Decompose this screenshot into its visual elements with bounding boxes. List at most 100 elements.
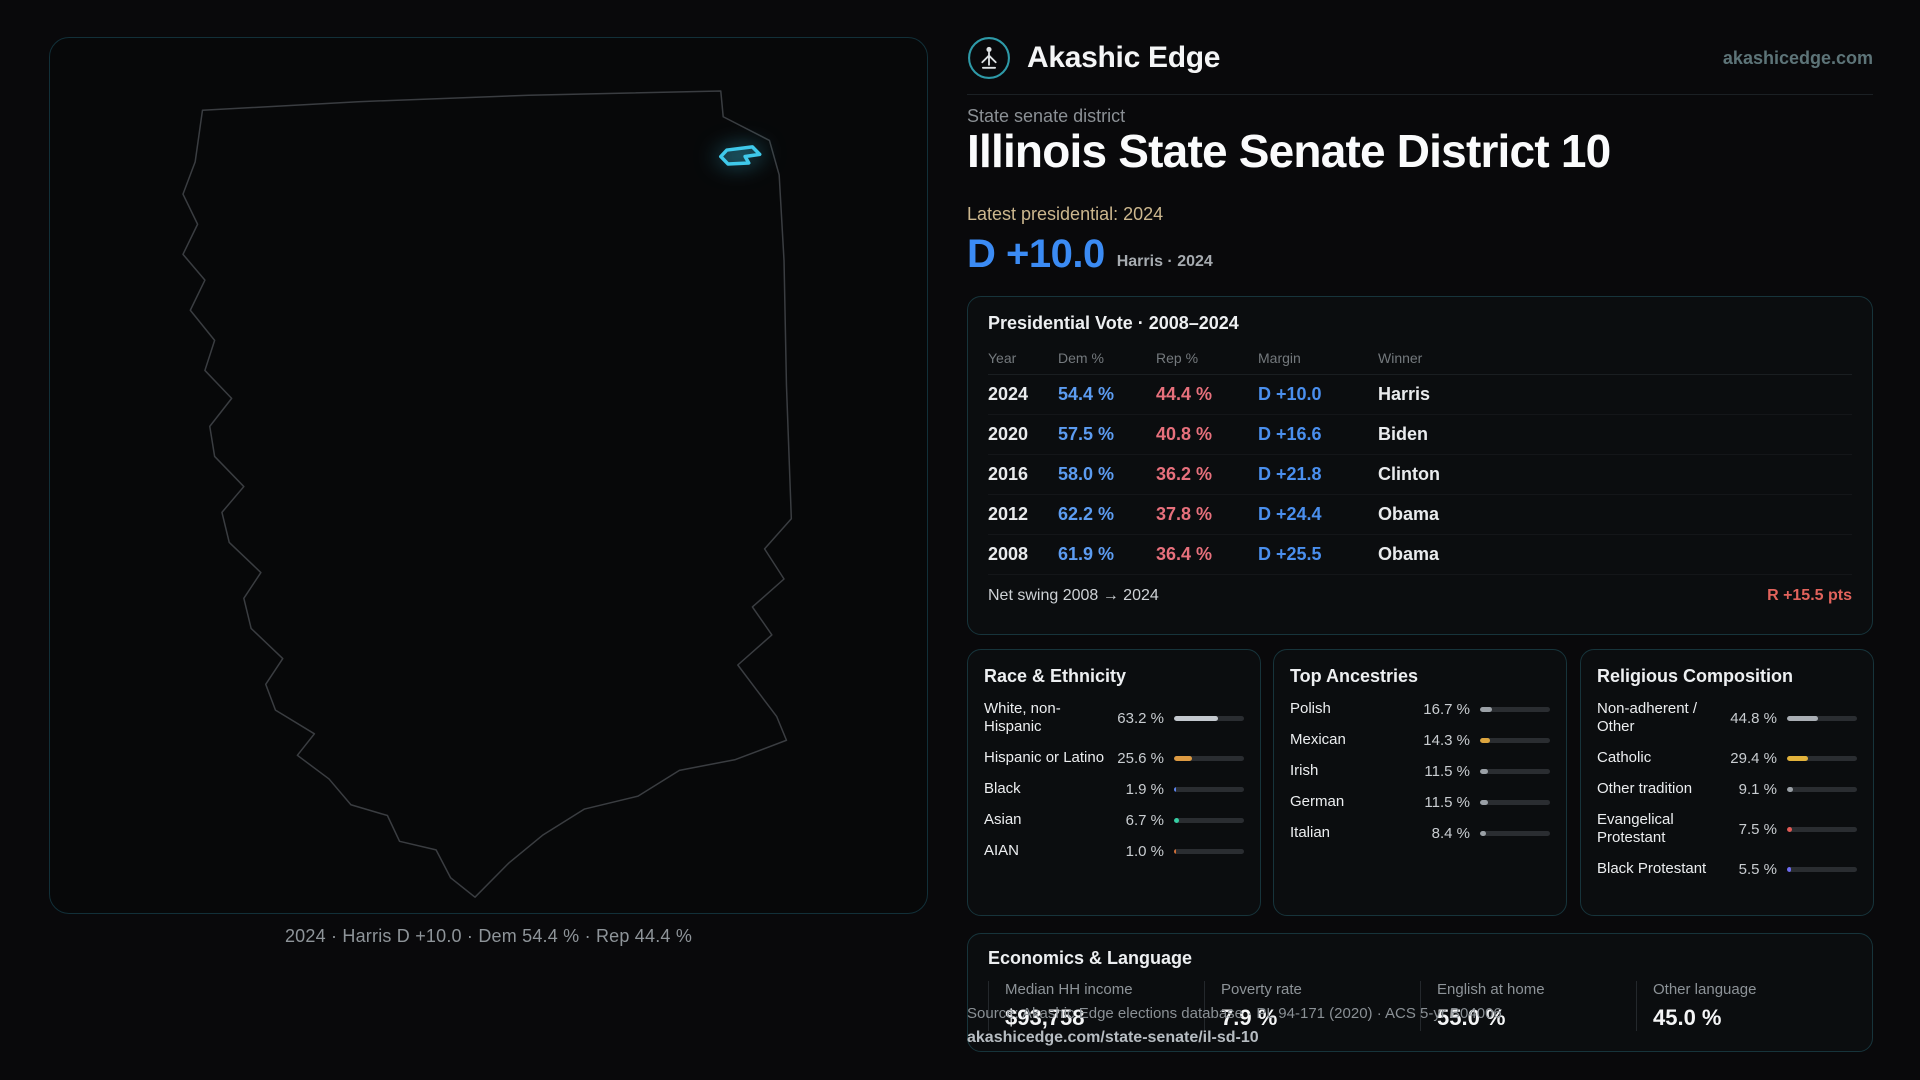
stat-label: Other language — [1653, 981, 1757, 998]
presidential-vote-card: Presidential Vote · 2008–2024 Year Dem %… — [967, 296, 1873, 635]
demo-label: Polish — [1290, 700, 1331, 717]
demo-value: 5.5 % — [1738, 860, 1777, 878]
demo-value: 9.1 % — [1738, 780, 1777, 798]
presidential-row: 2020 57.5 % 40.8 % D +16.6 Biden — [988, 415, 1852, 455]
winner-cell: Obama — [1378, 504, 1440, 524]
stat-english-at-home: English at home 55.0 % — [1420, 981, 1636, 1031]
demo-row: Italian 8.4 % — [1290, 824, 1550, 842]
demo-card-religious-composition: Religious Composition Non-adherent / Oth… — [1580, 649, 1874, 916]
demo-label: AIAN — [984, 842, 1020, 859]
presidential-table: Year Dem % Rep % Margin Winner 2024 54.4 … — [988, 344, 1852, 575]
demo-bar-fill — [1174, 755, 1192, 761]
akashic-edge-logo-icon — [968, 37, 1010, 79]
dem-cell: 61.9 % — [1058, 544, 1115, 564]
demo-row: Non-adherent / Other 44.8 % — [1597, 700, 1857, 736]
permalink[interactable]: akashicedge.com/state-senate/il-sd-10 — [967, 1029, 1259, 1046]
stat-label: English at home — [1437, 981, 1545, 998]
stat-other-language: Other language 45.0 % — [1636, 981, 1852, 1031]
presidential-table-header: Year Dem % Rep % Margin Winner — [988, 344, 1852, 375]
demo-value: 11.5 % — [1424, 762, 1470, 780]
demo-value: 63.2 % — [1117, 709, 1164, 727]
demo-card-title: Race & Ethnicity — [984, 666, 1127, 686]
demo-value: 8.4 % — [1431, 824, 1470, 842]
demo-value: 44.8 % — [1730, 709, 1777, 727]
demo-bar-fill — [1480, 830, 1486, 836]
brand-name: Akashic Edge — [1027, 41, 1221, 74]
economics-card-title: Economics & Language — [988, 948, 1193, 968]
demo-row: Black 1.9 % — [984, 780, 1244, 798]
demo-value: 11.5 % — [1424, 793, 1470, 811]
demo-value: 6.7 % — [1125, 811, 1164, 829]
stat-value: $93,758 — [1005, 1005, 1085, 1030]
margin-cell: D +25.5 — [1258, 544, 1322, 564]
demo-label: White, non-Hispanic — [984, 700, 1061, 735]
year-cell: 2012 — [988, 504, 1029, 524]
stat-value: 45.0 % — [1653, 1005, 1722, 1030]
demo-row: Evangelical Protestant 7.5 % — [1597, 811, 1857, 847]
district-10-shape[interactable] — [721, 147, 760, 164]
net-swing-value: R +15.5 pts — [1767, 587, 1852, 604]
demo-value: 29.4 % — [1730, 749, 1777, 767]
demo-bar — [1480, 768, 1550, 774]
demo-row: Hispanic or Latino 25.6 % — [984, 749, 1244, 767]
demo-bar — [1480, 706, 1550, 712]
demo-bar-fill — [1787, 826, 1793, 832]
demo-row: Asian 6.7 % — [984, 811, 1244, 829]
net-swing-label: Net swing 2008 → 2024 — [988, 587, 1159, 604]
dem-cell: 58.0 % — [1058, 464, 1115, 484]
winner-cell: Clinton — [1378, 464, 1440, 484]
margin-caption: Harris · 2024 — [1116, 253, 1213, 270]
col-margin: Margin — [1258, 350, 1301, 366]
header-divider — [967, 94, 1873, 95]
illinois-map — [110, 63, 840, 923]
margin-value: D +10.0 — [967, 232, 1105, 276]
demo-bar — [1480, 799, 1550, 805]
demo-bar — [1480, 737, 1550, 743]
demo-bar-fill — [1174, 715, 1219, 721]
demo-bar-fill — [1787, 715, 1819, 721]
demo-row: Catholic 29.4 % — [1597, 749, 1857, 767]
demo-card-race-ethnicity: Race & Ethnicity White, non-Hispanic 63.2… — [967, 649, 1261, 916]
margin-cell: D +21.8 — [1258, 464, 1322, 484]
margin-cell: D +16.6 — [1258, 424, 1322, 444]
demo-value: 25.6 % — [1117, 749, 1164, 767]
demo-bar-fill — [1787, 755, 1808, 761]
demo-value: 7.5 % — [1738, 820, 1777, 838]
demo-row: Polish 16.7 % — [1290, 700, 1550, 718]
col-rep: Rep % — [1156, 350, 1199, 366]
brand-domain-link[interactable]: akashicedge.com — [1722, 47, 1873, 68]
presidential-row: 2016 58.0 % 36.2 % D +21.8 Clinton — [988, 455, 1852, 495]
demo-row: Irish 11.5 % — [1290, 762, 1550, 780]
margin-cell: D +10.0 — [1258, 384, 1322, 404]
demo-bar — [1787, 786, 1857, 792]
rep-cell: 36.2 % — [1156, 464, 1213, 484]
demo-bar-fill — [1787, 786, 1794, 792]
demo-bar-fill — [1787, 866, 1791, 872]
presidential-row: 2024 54.4 % 44.4 % D +10.0 Harris — [988, 375, 1852, 415]
district-kicker: State senate district — [967, 106, 1126, 126]
map-panel — [49, 37, 928, 914]
rep-cell: 36.4 % — [1156, 544, 1213, 564]
demo-label: Asian — [984, 811, 1022, 828]
state-outline — [183, 91, 791, 897]
demo-label: Irish — [1290, 762, 1319, 779]
demo-bar — [1787, 715, 1857, 721]
demo-rows: Polish 16.7 % Mexican 14.3 % Irish 11.5 % Germ… — [1290, 700, 1550, 842]
demo-bar-fill — [1480, 768, 1489, 774]
stat-poverty-rate: Poverty rate 7.9 % — [1204, 981, 1420, 1031]
demo-bar-fill — [1480, 706, 1492, 712]
year-cell: 2016 — [988, 464, 1029, 484]
stat-median-hh-income: Median HH income $93,758 — [988, 981, 1204, 1031]
demo-label: Other tradition — [1597, 780, 1693, 797]
demo-label: Catholic — [1597, 749, 1652, 766]
demo-card-top-ancestries: Top Ancestries Polish 16.7 % Mexican 14.3 %… — [1273, 649, 1567, 916]
demo-bar — [1787, 826, 1857, 832]
demo-label: German — [1290, 793, 1345, 810]
dem-cell: 57.5 % — [1058, 424, 1115, 444]
demo-bar-fill — [1174, 848, 1177, 854]
brand-row: Akashic Edge akashicedge.com — [967, 32, 1873, 84]
economics-language-card: Economics & Language Median HH income $9… — [967, 933, 1873, 1052]
demo-row: German 11.5 % — [1290, 793, 1550, 811]
demo-value: 16.7 % — [1423, 700, 1470, 718]
demo-bar — [1174, 817, 1244, 823]
